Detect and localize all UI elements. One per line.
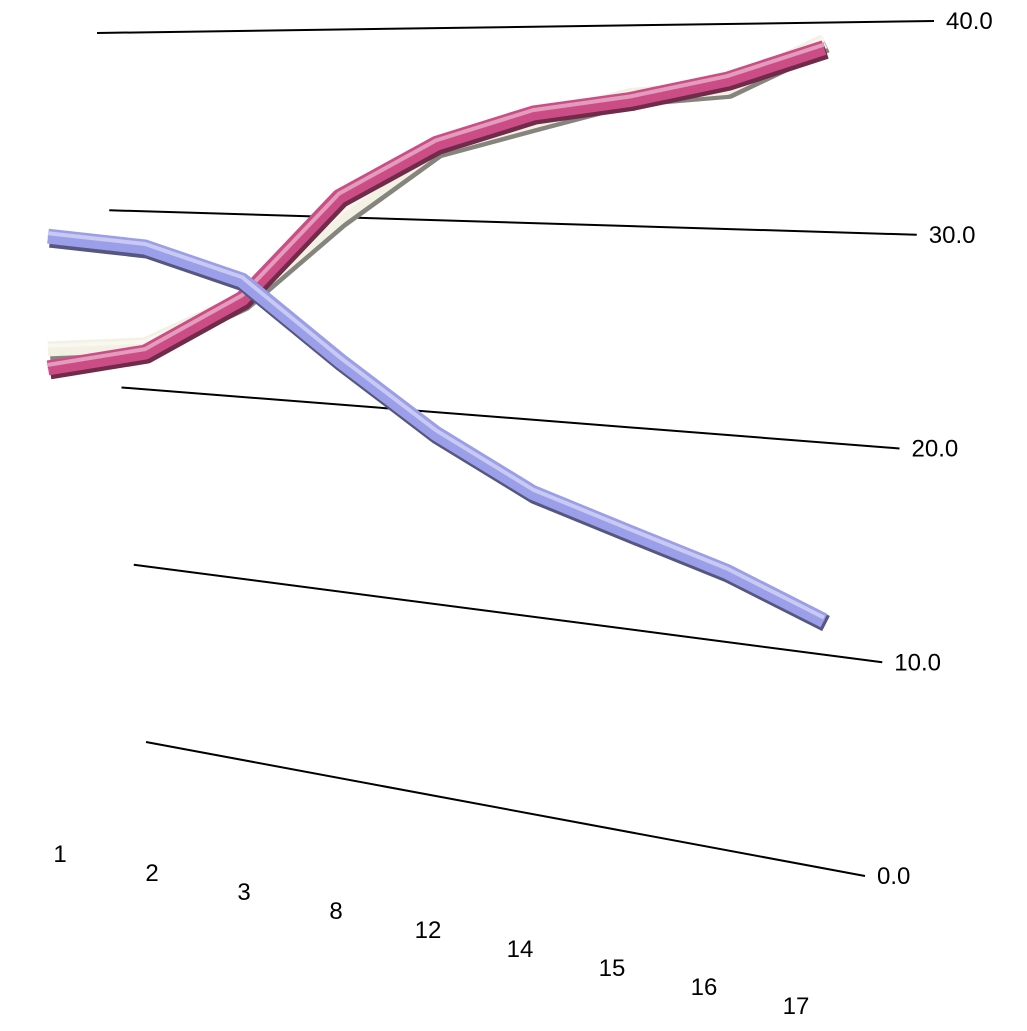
x-tick-label: 12 <box>415 917 442 944</box>
data-point <box>726 78 728 80</box>
data-point <box>532 112 534 114</box>
series-group <box>46 34 830 632</box>
y-tick-label: 0.0 <box>877 863 910 890</box>
series-highlight <box>47 231 825 620</box>
data-point <box>629 531 631 533</box>
data-point <box>629 99 631 100</box>
x-tick-label: 1 <box>53 841 66 868</box>
x-tick-label: 17 <box>783 993 810 1020</box>
y-tick-label: 20.0 <box>912 436 959 463</box>
data-point <box>338 196 340 198</box>
gridlines <box>96 20 935 877</box>
y-tick-label: 10.0 <box>894 649 941 676</box>
x-tick-label: 3 <box>237 879 250 906</box>
data-point <box>144 351 146 353</box>
x-tick-label: 2 <box>145 860 158 887</box>
x-tick-label: 14 <box>507 936 534 963</box>
data-point <box>532 492 534 494</box>
gridline <box>133 563 883 664</box>
series-line-2 <box>46 40 829 380</box>
x-tick-label: 15 <box>599 955 626 982</box>
data-point <box>47 367 49 369</box>
x-tick-label: 16 <box>691 974 718 1001</box>
data-point <box>823 47 825 49</box>
data-point <box>338 216 340 218</box>
data-point <box>241 279 243 281</box>
data-point <box>47 348 49 350</box>
data-point <box>338 359 340 361</box>
series-line-3 <box>47 228 830 632</box>
gridline <box>109 209 917 236</box>
data-point <box>435 142 437 144</box>
data-point <box>144 246 146 248</box>
data-point <box>241 297 243 299</box>
gridline <box>121 386 900 450</box>
x-tick-label: 8 <box>329 898 342 925</box>
data-point <box>726 571 728 572</box>
data-point <box>823 620 825 622</box>
gridline <box>96 20 935 34</box>
y-tick-label: 30.0 <box>929 222 976 249</box>
series-highlight <box>47 42 825 367</box>
data-point <box>47 235 49 237</box>
y-axis-labels: 0.0 10.0 20.0 30.0 40.0 <box>877 8 993 890</box>
data-point <box>435 432 437 434</box>
y-tick-label: 40.0 <box>946 8 993 35</box>
gridline <box>145 741 866 877</box>
data-point <box>823 40 825 42</box>
